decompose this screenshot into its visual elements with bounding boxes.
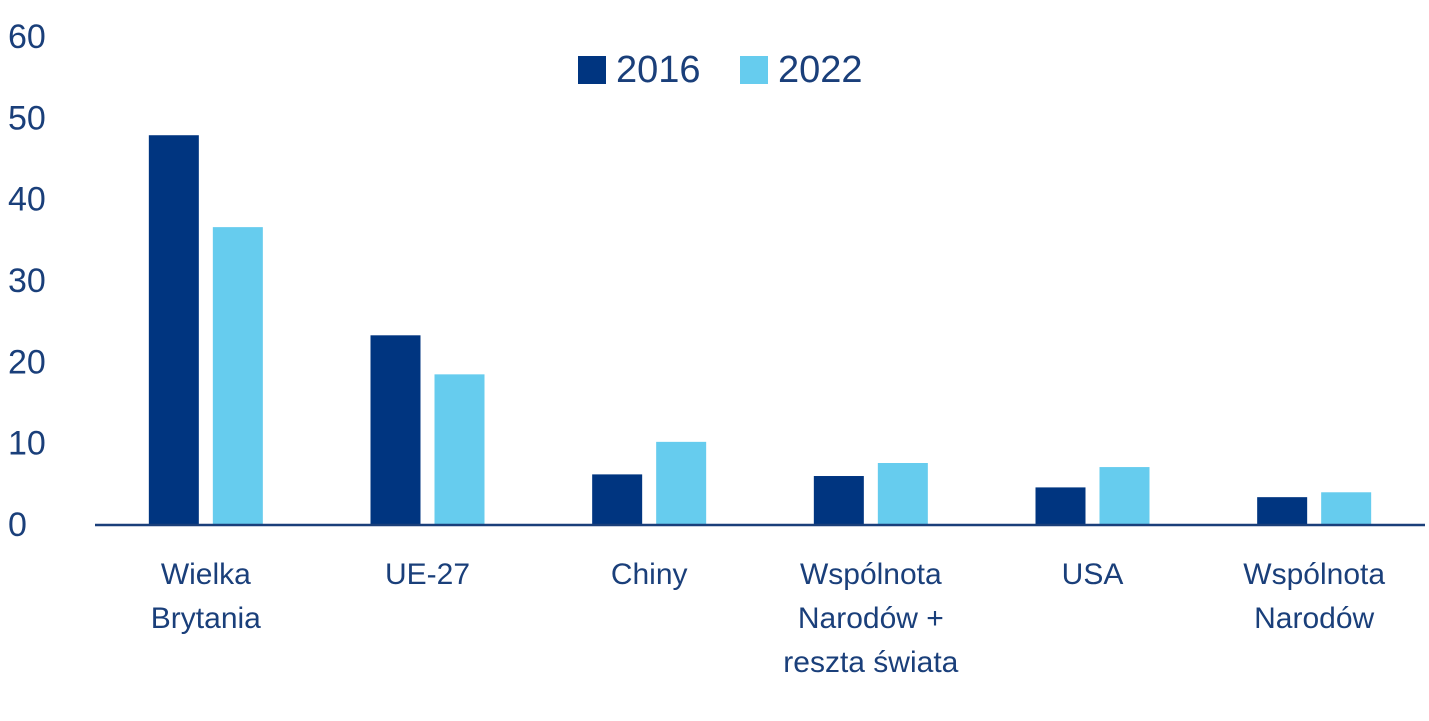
y-tick-label: 60 — [8, 18, 46, 56]
x-category-label: UE-27 — [385, 558, 470, 591]
bar-2022-5 — [1321, 492, 1372, 524]
bar-2016-4 — [1035, 487, 1086, 524]
y-tick-label: 0 — [8, 506, 27, 544]
bar-2022-4 — [1099, 467, 1150, 524]
x-category-label-line: Wspólnota — [800, 558, 942, 591]
bar-2022-0 — [212, 227, 263, 524]
x-axis-labels: Wielka Brytania UE-27 Chiny Wspólnota Narodów… — [151, 558, 1386, 679]
bar-2016-3 — [813, 476, 864, 524]
x-category-label-line: Chiny — [611, 558, 688, 591]
y-tick-label: 30 — [8, 262, 46, 300]
x-category-label-line: Narodów — [1254, 602, 1374, 635]
bar-2022-1 — [434, 374, 485, 524]
x-category-label: USA — [1062, 558, 1124, 591]
x-category-label-line: Narodów + — [798, 602, 944, 635]
x-category-label-line: USA — [1062, 558, 1124, 591]
bar-2016-2 — [592, 474, 643, 524]
bar-2022-3 — [877, 463, 928, 524]
bar-2016-1 — [370, 335, 421, 524]
legend-label: 2022 — [778, 49, 863, 91]
x-category-label-line: Brytania — [151, 602, 261, 635]
bar-2022-2 — [656, 441, 707, 524]
x-category-label: Wielka Brytania — [151, 558, 261, 635]
x-category-label-line: Wielka — [161, 558, 251, 591]
y-tick-label: 10 — [8, 425, 46, 463]
legend: 2016 2022 — [578, 49, 863, 91]
x-category-label-line: Wspólnota — [1243, 558, 1385, 591]
y-axis: 0 10 20 30 40 50 60 — [8, 18, 46, 544]
x-category-label-line: reszta świata — [783, 646, 958, 679]
y-tick-label: 40 — [8, 181, 46, 219]
y-tick-label: 20 — [8, 343, 46, 381]
x-category-label: Wspólnota Narodów — [1243, 558, 1385, 635]
bars — [148, 135, 1372, 524]
x-category-label-line: UE-27 — [385, 558, 470, 591]
legend-swatch-2016 — [578, 56, 606, 84]
bar-2016-0 — [148, 135, 199, 524]
legend-label: 2016 — [616, 49, 701, 91]
legend-swatch-2022 — [740, 56, 768, 84]
y-tick-label: 50 — [8, 99, 46, 137]
bar-2016-5 — [1257, 497, 1308, 524]
x-category-label: Wspólnota Narodów + reszta świata — [783, 558, 958, 679]
x-category-label: Chiny — [611, 558, 688, 591]
